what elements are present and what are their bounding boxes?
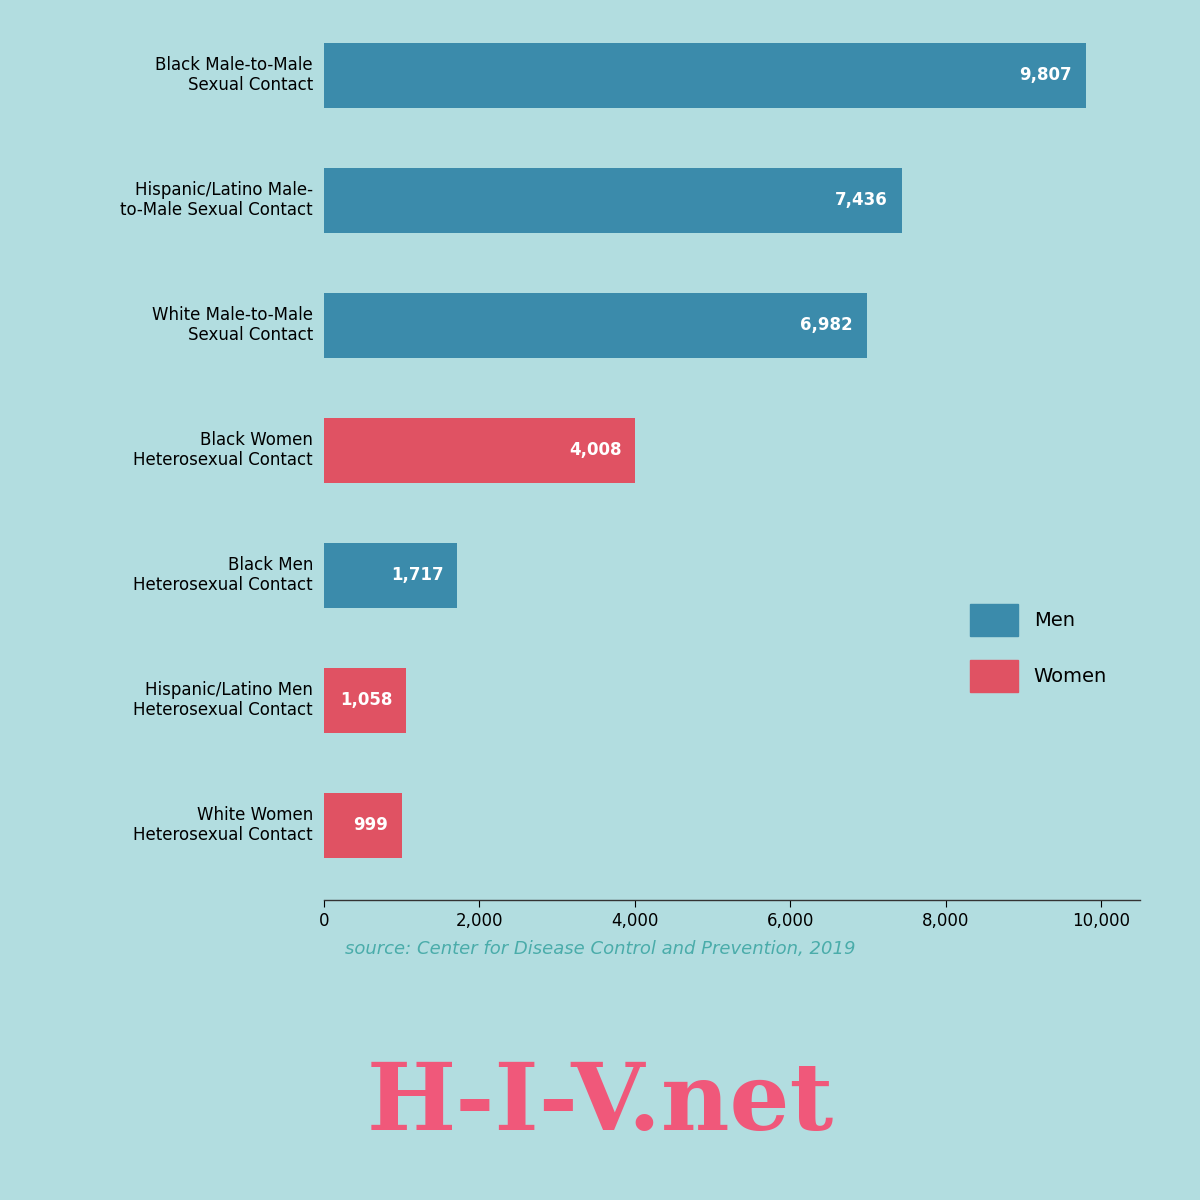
Text: 1,717: 1,717 xyxy=(391,566,444,584)
Text: source: Center for Disease Control and Prevention, 2019: source: Center for Disease Control and P… xyxy=(344,940,856,958)
Bar xyxy=(324,42,1086,108)
Text: 9,807: 9,807 xyxy=(1020,66,1072,84)
Text: 999: 999 xyxy=(353,816,388,834)
Text: 1,058: 1,058 xyxy=(340,691,392,709)
Text: 6,982: 6,982 xyxy=(800,316,853,334)
Bar xyxy=(324,168,902,233)
Bar xyxy=(324,542,457,607)
Bar xyxy=(324,667,407,732)
Bar xyxy=(324,792,402,858)
Bar xyxy=(324,293,866,358)
Text: 4,008: 4,008 xyxy=(569,440,622,458)
Legend: Men, Women: Men, Women xyxy=(946,581,1130,715)
Bar xyxy=(324,418,636,482)
Text: 7,436: 7,436 xyxy=(835,191,888,209)
Text: H-I-V.net: H-I-V.net xyxy=(366,1058,834,1150)
